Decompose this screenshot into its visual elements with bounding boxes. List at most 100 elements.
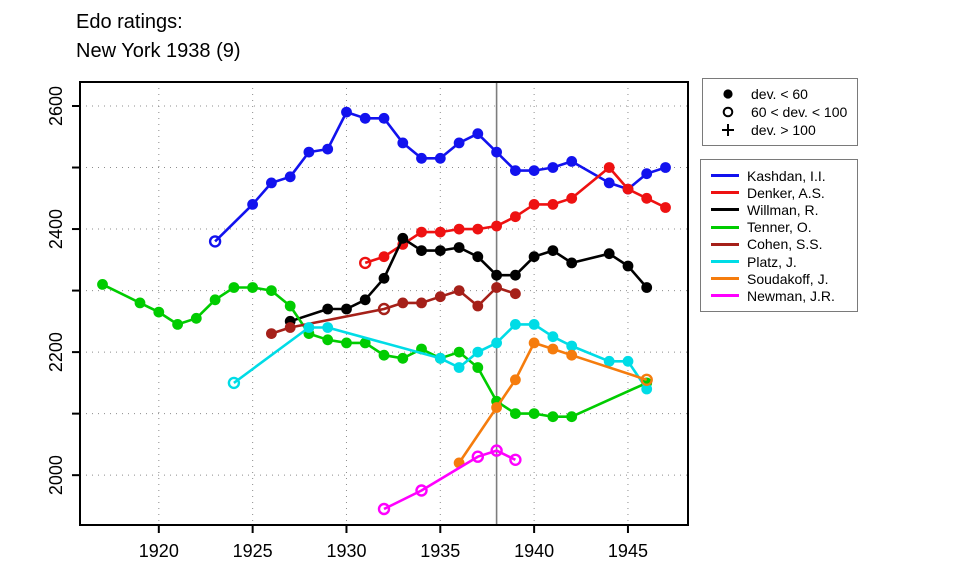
series-platz-j-line [233, 323, 648, 390]
series-platz-j-point [303, 322, 315, 333]
series-cohen-s-s-point [416, 297, 427, 309]
series-platz-j-point [510, 319, 521, 330]
players-legend-item: Kashdan, I.I. [711, 167, 857, 184]
deviation-legend: dev. < 60 60 < dev. < 100 dev. > 100 [702, 78, 858, 146]
series-soudakoff-j-point [510, 374, 521, 386]
series-kashdan-i-i-point [491, 146, 502, 158]
deviation-legend-label: 60 < dev. < 100 [751, 104, 848, 120]
series-willman-r-point [510, 269, 521, 281]
series-willman-r-point [566, 257, 578, 269]
series-tenner-o-point [134, 297, 146, 309]
series-denker-a-s-point [416, 226, 427, 238]
series-kashdan-i-i-point [566, 156, 578, 167]
series-cohen-s-s-point [397, 297, 409, 309]
series-tenner-o-point [566, 411, 578, 423]
series-willman-r-point [603, 248, 615, 260]
series-kashdan-i-i-point [472, 128, 484, 140]
series-newman-j-r-line [383, 449, 516, 511]
x-tick-label: 1945 [608, 541, 648, 561]
series-soudakoff-j-point [640, 373, 653, 386]
series-soudakoff-j-point [547, 343, 559, 355]
series-willman-r-point [528, 251, 540, 263]
series-platz-j-point [491, 337, 502, 349]
series-tenner-o-point [510, 408, 521, 419]
y-tick-label: 2600 [46, 86, 66, 126]
series-platz-j-point [641, 383, 653, 395]
series-newman-j-r-point [377, 502, 391, 516]
y-tick-label: 2400 [46, 209, 66, 249]
series-tenner-o-point [528, 408, 540, 419]
series-tenner-o-point [172, 319, 184, 330]
series-color-swatch [711, 174, 739, 178]
players-legend-item: Willman, R. [711, 201, 857, 218]
series-denker-a-s-point [472, 223, 484, 235]
series-soudakoff-j-point [528, 337, 540, 349]
deviation-legend-item: dev. < 60 [713, 85, 857, 103]
series-cohen-s-s [266, 282, 521, 339]
series-denker-a-s-point [566, 192, 578, 204]
series-cohen-s-s-point [266, 328, 277, 339]
series-tenner-o-point [378, 349, 390, 361]
series-tenner-o-point [472, 362, 484, 373]
series-tenner-o-point [247, 282, 258, 293]
deviation-legend-label: dev. > 100 [751, 122, 816, 138]
series-color-swatch [711, 294, 739, 298]
y-tick-label: 2200 [46, 332, 66, 372]
y-tick-label: 2000 [46, 455, 66, 495]
series-kashdan-i-i-point [397, 137, 409, 149]
series-tenner-o-point [209, 294, 221, 306]
series-tenner-o-point [453, 346, 465, 358]
series-soudakoff-j [453, 337, 653, 469]
series-color-swatch [711, 208, 739, 212]
series-kashdan-i-i [208, 106, 671, 248]
series-tenner-o-point [547, 411, 559, 423]
series-kashdan-i-i-point [510, 165, 521, 177]
series-cohen-s-s-point [472, 300, 484, 312]
series-willman-r-point [434, 245, 446, 256]
series-platz-j-point [528, 319, 540, 330]
series-willman-r-point [322, 303, 334, 315]
players-legend-item: Newman, J.R. [711, 287, 857, 304]
series-cohen-s-s-point [491, 282, 502, 293]
deviation-legend-label: dev. < 60 [751, 86, 808, 102]
players-legend-label: Kashdan, I.I. [747, 167, 826, 184]
y-axis: 2000 2200 2400 2600 [46, 86, 79, 495]
series-kashdan-i-i-point [322, 143, 334, 155]
series-denker-a-s-point [378, 251, 390, 263]
series-denker-a-s-point [622, 183, 634, 195]
series-color-swatch [711, 242, 739, 246]
series-tenner-o-line [101, 283, 648, 419]
players-legend: Kashdan, I.I. Denker, A.S. Willman, R. Tenn… [700, 159, 858, 312]
series-kashdan-i-i-point [453, 137, 465, 149]
series-newman-j-r [377, 444, 522, 516]
series-kashdan-i-i-point [378, 112, 390, 124]
players-legend-label: Cohen, S.S. [747, 236, 823, 253]
series-denker-a-s-point [359, 256, 372, 270]
series-color-swatch [711, 260, 739, 264]
x-axis: 1920 1925 1930 1935 1940 1945 [139, 526, 648, 561]
series-cohen-s-s-point [434, 291, 446, 303]
series-kashdan-i-i-point [416, 152, 427, 164]
series-willman-r-point [378, 272, 390, 284]
series-platz-j [227, 319, 653, 395]
series-kashdan-i-i-point [341, 106, 352, 118]
players-legend-label: Willman, R. [747, 201, 819, 218]
series-platz-j-point [622, 355, 634, 367]
series-denker-a-s-point [641, 192, 653, 204]
series-color-swatch [711, 191, 739, 195]
open-marker-icon [713, 105, 743, 119]
x-tick-label: 1940 [514, 541, 554, 561]
series-platz-j-point [227, 376, 241, 390]
series-denker-a-s-point [434, 226, 446, 238]
series-denker-a-s-line [364, 166, 667, 265]
series-denker-a-s-point [491, 220, 502, 232]
players-legend-item: Cohen, S.S. [711, 236, 857, 253]
series-tenner-o-point [190, 312, 202, 324]
series-platz-j-point [603, 355, 615, 367]
series-newman-j-r-point [490, 444, 503, 457]
series-kashdan-i-i-point [660, 162, 671, 173]
series-willman-r-point [622, 260, 634, 272]
plus-marker-icon [713, 123, 743, 137]
chart-title: Edo ratings: New York 1938 (9) [76, 8, 241, 66]
